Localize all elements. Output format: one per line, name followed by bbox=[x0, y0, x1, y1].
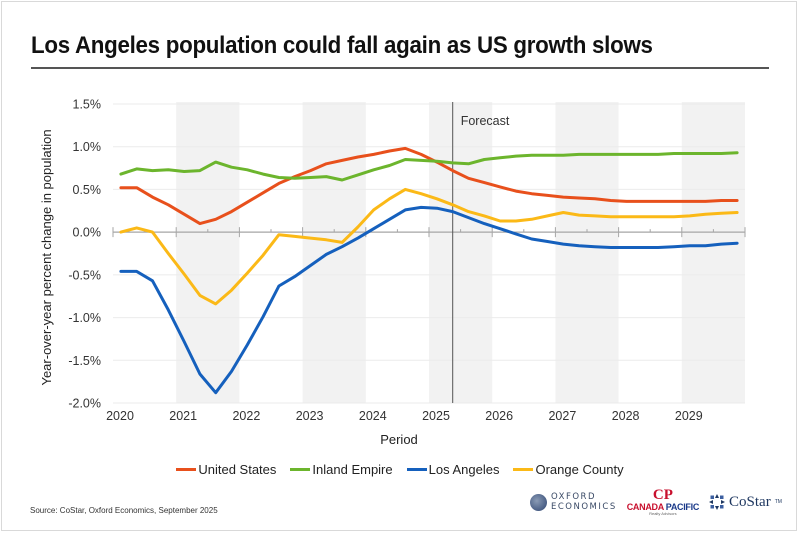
x-tick-label: 2021 bbox=[169, 409, 197, 423]
x-tick-label: 2028 bbox=[612, 409, 640, 423]
legend-swatch bbox=[176, 468, 197, 471]
forecast-marker: Forecast bbox=[452, 102, 510, 403]
shaded-band-2021 bbox=[176, 102, 240, 403]
chart-title: Los Angeles population could fall again … bbox=[31, 32, 653, 59]
cp-subtitle: Realty Advisors bbox=[649, 511, 677, 516]
legend-label: Los Angeles bbox=[428, 462, 500, 477]
forecast-label: Forecast bbox=[461, 114, 510, 128]
line-chart: 1.5% 1.0% 0.5% 0.0% -0.5% -1.0% -1.5% -2.0% 202… bbox=[39, 98, 746, 447]
y-tick-label: -1.5% bbox=[68, 354, 101, 368]
canada-pacific-logo: CP CANADA PACIFIC Realty Advisors bbox=[626, 487, 700, 516]
series-lines bbox=[119, 146, 739, 395]
oxford-line1: OXFORD bbox=[551, 492, 597, 502]
legend-label: Inland Empire bbox=[312, 462, 393, 477]
y-axis-title: Year-over-year percent change in populat… bbox=[39, 129, 54, 385]
series-line-los-angeles bbox=[119, 205, 739, 395]
x-tick-label: 2023 bbox=[296, 409, 324, 423]
y-tick-label: -1.0% bbox=[68, 311, 101, 325]
costar-trademark: TM bbox=[774, 499, 782, 505]
x-tick-label: 2024 bbox=[359, 409, 387, 423]
legend: United States Inland Empire Los Angeles Ora… bbox=[0, 462, 800, 477]
legend-item-orange-county: Orange County bbox=[513, 462, 624, 477]
legend-item-united-states: United States bbox=[176, 462, 276, 477]
series-line-united-states bbox=[119, 146, 739, 226]
shaded-band-2025 bbox=[429, 102, 493, 403]
gridlines bbox=[113, 103, 745, 404]
x-tick-label: 2022 bbox=[232, 409, 260, 423]
y-tick-label: 1.5% bbox=[73, 98, 102, 112]
costar-wordmark: CoStar bbox=[729, 493, 771, 510]
legend-swatch bbox=[290, 468, 311, 471]
globe-icon bbox=[530, 493, 547, 511]
series-line-orange-county bbox=[119, 187, 739, 306]
y-tick-label: -2.0% bbox=[68, 397, 101, 411]
series-line-inland-empire bbox=[119, 151, 739, 182]
legend-label: United States bbox=[198, 462, 277, 477]
x-axis-title: Period bbox=[380, 432, 418, 447]
y-axis-tick-labels: 1.5% 1.0% 0.5% 0.0% -0.5% -1.0% -1.5% -2.0% bbox=[68, 98, 101, 411]
x-axis-tick-labels: 2020 2021 2022 2023 2024 2025 2026 2027 2028 2029 bbox=[106, 409, 703, 423]
legend-item-los-angeles: Los Angeles bbox=[406, 462, 500, 477]
costar-star-icon bbox=[709, 494, 726, 510]
x-tick-label: 2029 bbox=[675, 409, 703, 423]
x-axis bbox=[112, 227, 746, 238]
x-tick-label: 2020 bbox=[106, 409, 134, 423]
legend-swatch bbox=[406, 468, 427, 471]
x-tick-label: 2025 bbox=[422, 409, 450, 423]
shaded-band-2023 bbox=[302, 102, 366, 403]
source-note: Source: CoStar, Oxford Economics, Septem… bbox=[30, 506, 218, 515]
legend-label: Orange County bbox=[535, 462, 624, 477]
x-tick-label: 2027 bbox=[548, 409, 576, 423]
y-tick-label: -0.5% bbox=[68, 268, 101, 282]
x-tick-label: 2026 bbox=[485, 409, 513, 423]
shaded-band-2027 bbox=[555, 102, 619, 403]
cp-word1: CANADA bbox=[626, 502, 664, 512]
oxford-line2: ECONOMICS bbox=[551, 502, 617, 512]
costar-logo: CoStar TM bbox=[709, 494, 782, 511]
cp-mark-icon: CP bbox=[652, 487, 673, 503]
legend-item-inland-empire: Inland Empire bbox=[290, 462, 393, 477]
legend-swatch bbox=[513, 468, 534, 471]
y-tick-label: 0.0% bbox=[73, 226, 102, 240]
title-divider bbox=[31, 67, 769, 69]
cp-word2: PACIFIC bbox=[665, 502, 700, 512]
y-tick-label: 0.5% bbox=[73, 183, 102, 197]
oxford-economics-logo: OXFORD ECONOMICS bbox=[530, 492, 617, 512]
partner-logos: OXFORD ECONOMICS CP CANADA PACIFIC Realt… bbox=[530, 488, 782, 516]
shaded-year-bands bbox=[176, 102, 745, 403]
y-tick-label: 1.0% bbox=[73, 140, 102, 154]
